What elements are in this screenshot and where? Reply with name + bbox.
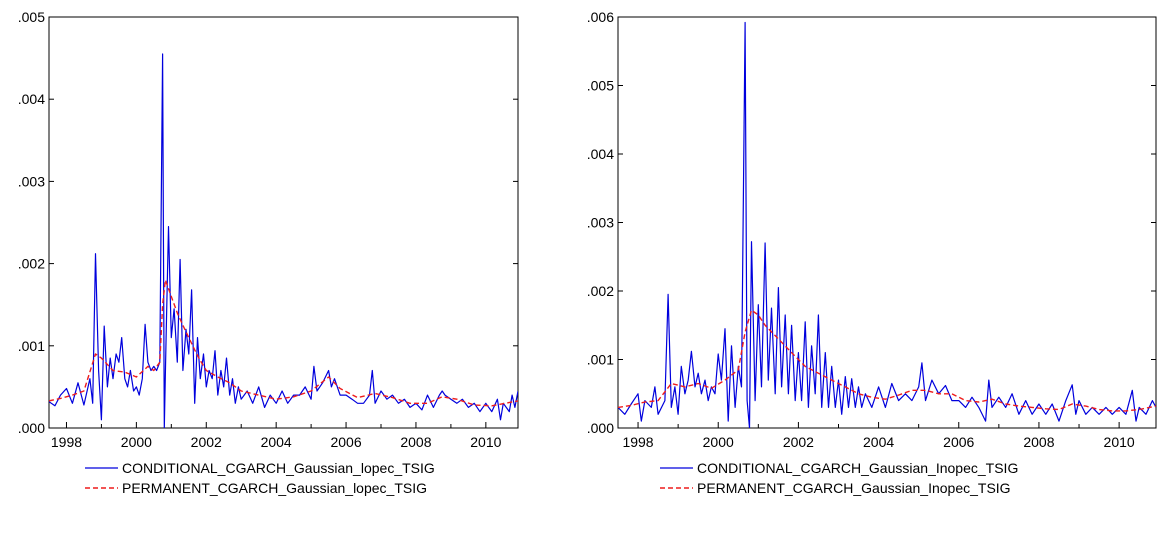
y-tick-label: .002 <box>18 256 45 272</box>
y-tick-label: .001 <box>587 352 614 368</box>
x-tick-label: 1998 <box>622 434 653 450</box>
x-tick-label: 2000 <box>121 434 152 450</box>
plot-frame <box>617 16 1157 429</box>
x-tick-label: 2006 <box>330 434 361 450</box>
y-tick-label: .004 <box>587 146 614 162</box>
x-tick-label: 2002 <box>191 434 222 450</box>
x-tick-label: 1998 <box>51 434 82 450</box>
y-tick-label: .003 <box>18 173 45 189</box>
x-tick-label: 2004 <box>863 434 894 450</box>
legend-label: PERMANENT_CGARCH_Gaussian_lopec_TSIG <box>122 480 427 496</box>
permanent-series-line <box>618 309 1156 412</box>
x-tick-label: 2008 <box>1023 434 1054 450</box>
y-tick-label: .001 <box>18 338 45 354</box>
y-tick-label: .005 <box>587 78 614 94</box>
right-chart-panel: .000 .001 .002 .003 .004 .005 .006 1998 2000 2002… <box>587 9 1157 496</box>
legend-label: PERMANENT_CGARCH_Gaussian_Inopec_TSIG <box>697 480 1011 496</box>
y-tick-label: .004 <box>18 91 45 107</box>
permanent-series-line <box>49 279 518 407</box>
y-tick-label: .000 <box>18 420 45 436</box>
plot-frame <box>48 16 519 429</box>
x-tick-label: 2010 <box>1104 434 1135 450</box>
conditional-series-line <box>49 53 518 428</box>
x-tick-label: 2000 <box>703 434 734 450</box>
x-tick-label: 2006 <box>943 434 974 450</box>
left-chart-panel: .000 .001 .002 .003 .004 .005 1998 2000 2002 2004… <box>18 9 519 496</box>
y-tick-label: .003 <box>587 215 614 231</box>
conditional-series-line <box>618 21 1156 428</box>
y-tick-label: .005 <box>18 9 45 25</box>
y-tick-label: .006 <box>587 9 614 25</box>
x-tick-label: 2008 <box>400 434 431 450</box>
legend-label: CONDITIONAL_CGARCH_Gaussian_lopec_TSIG <box>122 460 435 476</box>
y-tick-label: .002 <box>587 283 614 299</box>
x-tick-label: 2004 <box>261 434 292 450</box>
x-tick-label: 2010 <box>470 434 501 450</box>
x-tick-label: 2002 <box>783 434 814 450</box>
legend-label: CONDITIONAL_CGARCH_Gaussian_Inopec_TSIG <box>697 460 1018 476</box>
y-tick-label: .000 <box>587 420 614 436</box>
